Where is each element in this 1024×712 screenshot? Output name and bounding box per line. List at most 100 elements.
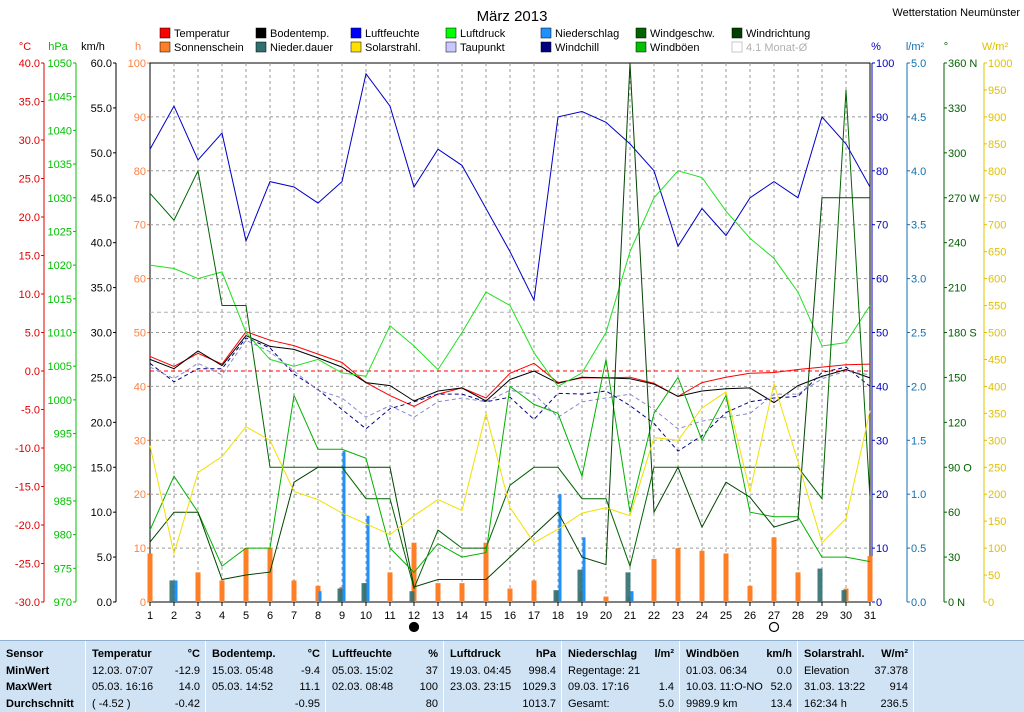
y-tick-label: 1.5 [911,435,926,447]
stats-value: 13.4 [770,697,792,710]
stats-title: Temperatur [92,648,152,660]
bar-sonnenschein [483,542,489,602]
y-tick-label: 950 [988,85,1006,97]
stats-title: Windböen [686,648,740,660]
series-solarstrahl [149,381,871,556]
legend-item: 4.1 Monat-Ø [731,41,808,54]
x-tick-label: 6 [267,610,273,622]
stats-date: 05.03. 16:16 [92,681,154,693]
plot-area [147,62,873,603]
x-tick-label: 2 [171,610,177,622]
x-tick-label: 29 [816,610,828,622]
legend-label: Luftfeuchte [365,28,419,40]
y-tick-label: 1040 [48,125,72,137]
y-tick-label: 270 W [948,193,980,205]
legend-label: Sonnenschein [174,42,244,54]
x-tick-label: 4 [219,610,225,622]
bar-sonnenschein [195,572,201,602]
series-luftfeuchte [149,72,871,302]
bar-sonnenschein [387,572,393,602]
y-tick-label: 30 [948,552,960,564]
y-tick-label: 5.0 [911,58,926,70]
y-tick-label: 50 [988,570,1000,582]
legend-swatch [731,27,743,39]
stats-header: Temperatur °C [92,646,200,663]
y-tick-label: 700 [988,220,1006,232]
legend-item: Niederschlag [540,27,619,40]
weather-chart: März 2013 Wetterstation Neumünster Tempe… [15,7,1020,633]
x-tick-label: 23 [672,610,684,622]
bar-sonnenschein [459,583,465,602]
stats-date: 05.03. 15:02 [332,664,394,677]
legend-swatch [635,27,647,39]
y-tick-label: 90 [134,112,146,124]
stats-row: 10.03. 11:O-NO 52.0 [686,679,792,696]
legend-swatch [159,27,171,39]
y-tick-label: 360 N [948,58,977,70]
bar-niederschlag [582,537,586,602]
x-tick-label: 14 [456,610,468,622]
bar-niederdauer [361,583,367,602]
y-tick-label: 300 [988,435,1006,447]
bar-niederdauer [169,580,175,602]
y-tick-label: 2.5 [911,328,926,340]
stats-value: 0.0 [776,664,792,677]
stats-row: 09.03. 17:16 1.4 [568,679,674,696]
legend-label: Nieder.dauer [270,42,333,54]
x-tick-label: 17 [528,610,540,622]
stats-row: 162:34 h 236.5 [804,696,908,712]
y-tick-label: 980 [54,530,72,542]
stats-value: 14.0 [178,681,200,693]
legend-label: Temperatur [174,28,230,40]
y-tick-label: 4.0 [911,166,926,178]
legend-label: Windchill [555,42,599,54]
bar-sonnenschein [267,548,273,602]
stats-date: 05.03. 14:52 [212,681,274,693]
x-tick-label: 12 [408,610,420,622]
stats-row: 80 [332,696,438,712]
series-windchill [149,337,871,452]
stats-row: 05.03. 15:02 37 [332,663,438,680]
y-axis-unit-wm2: W/m² [982,41,1009,53]
x-tick-label: 31 [864,610,876,622]
stats-column-empty [914,641,1024,712]
y-tick-label: 1010 [48,328,72,340]
y-tick-label: 50 [876,328,888,340]
y-tick-label: 30 [134,435,146,447]
legend-swatch [159,41,171,53]
y-tick-label: 50 [134,328,146,340]
y-tick-label: 1025 [48,226,72,238]
series-windgeschw [149,89,871,591]
stats-date: 10.03. 11:O-NO [686,681,763,693]
y-tick-label: 20.0 [91,417,112,429]
bar-niederdauer [625,572,631,602]
bar-sonnenschein [747,585,753,602]
x-tick-label: 8 [315,610,321,622]
y-tick-label: 10.0 [91,507,112,519]
stats-value: -0.42 [174,697,200,710]
x-tick-label: 1 [147,610,153,622]
stats-value: 5.0 [658,697,674,710]
stats-value: 914 [889,681,908,693]
legend-label: Solarstrahl. [365,42,421,54]
bar-sonnenschein [603,596,609,602]
bar-niederschlag [630,591,634,602]
stats-value: 1.4 [658,681,674,693]
bar-sonnenschein [675,548,681,602]
y-tick-label: 800 [988,166,1006,178]
legend-swatch [635,41,647,53]
y-tick-label: 45.0 [91,193,112,205]
stats-value: 236.5 [880,697,908,710]
bar-niederdauer [553,590,559,602]
y-tick-label: 10.0 [19,289,40,301]
x-tick-label: 20 [600,610,612,622]
y-tick-label: 900 [988,112,1006,124]
stats-column: Solarstrahl. W/m² Elevation 37.378 31.03. 13… [798,641,914,712]
legend-item: Bodentemp. [255,27,329,40]
series-windrichtung [149,62,870,588]
y-axis-unit-pct: % [871,41,881,53]
stats-label-sensor: Sensor [6,648,44,660]
legend-label: Niederschlag [555,28,619,40]
y-tick-label: 80 [876,166,888,178]
y-tick-label: 60 [134,274,146,286]
